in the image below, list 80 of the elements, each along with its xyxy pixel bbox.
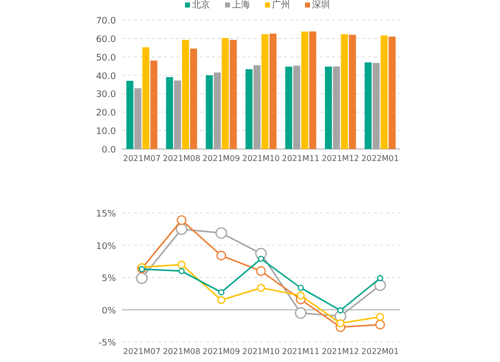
legend-label: 北京 — [192, 0, 210, 10]
bar — [222, 38, 229, 149]
x-tick-label: 2021M07 — [123, 347, 161, 356]
y-tick-label: 30.0 — [96, 90, 116, 100]
x-tick-label: 2021M10 — [242, 154, 280, 163]
bar — [332, 66, 340, 149]
x-tick-label: 2021M11 — [282, 347, 320, 356]
y-tick-label: 0% — [102, 306, 116, 316]
x-tick-label: 2021M11 — [282, 154, 320, 163]
point — [176, 215, 186, 225]
bar — [340, 34, 348, 149]
bar — [364, 62, 372, 149]
bar — [206, 75, 213, 149]
point — [375, 320, 386, 330]
y-tick-label: 10% — [96, 242, 116, 252]
y-tick-label: -5% — [98, 338, 116, 348]
bar — [230, 40, 237, 149]
point — [294, 307, 307, 319]
bar — [372, 62, 380, 149]
point — [377, 275, 384, 282]
y-tick-label: 70.0 — [96, 16, 116, 26]
point — [337, 307, 344, 314]
x-tick-label: 2022M01 — [361, 154, 399, 163]
bar — [309, 31, 316, 149]
point — [258, 256, 264, 262]
bar — [190, 48, 198, 149]
bar — [388, 36, 396, 149]
bar — [214, 72, 221, 149]
legend-label: 广州 — [272, 0, 290, 10]
bar — [270, 34, 276, 149]
x-tick-label: 2021M08 — [162, 154, 200, 163]
y-tick-label: 20.0 — [96, 108, 116, 119]
point — [298, 284, 304, 291]
point — [178, 260, 186, 269]
y-tick-label: 5% — [102, 274, 116, 284]
point — [374, 279, 386, 292]
bar — [262, 34, 268, 149]
point — [218, 289, 224, 296]
legend-label: 上海 — [232, 0, 250, 10]
x-tick-label: 2021M10 — [242, 347, 280, 356]
bar — [166, 77, 174, 149]
bar — [293, 66, 300, 149]
x-tick-label: 2021M12 — [322, 154, 360, 163]
point — [217, 296, 226, 304]
y-tick-label: 10.0 — [96, 127, 116, 138]
point — [376, 312, 384, 321]
bar — [285, 66, 292, 149]
x-tick-label: 2021M12 — [322, 347, 360, 356]
x-tick-label: 2022M01 — [361, 347, 399, 356]
bar — [182, 40, 190, 149]
point — [215, 227, 228, 239]
bar — [126, 80, 134, 149]
bar — [324, 66, 332, 149]
point — [176, 223, 188, 235]
x-tick-label: 2021M09 — [202, 154, 240, 163]
bar — [174, 80, 182, 149]
bar — [246, 69, 252, 149]
y-tick-label: 50.0 — [96, 53, 116, 64]
y-tick-label: 60.0 — [96, 34, 116, 45]
point — [257, 284, 265, 292]
bar — [254, 65, 260, 149]
x-tick-label: 2021M07 — [123, 154, 161, 163]
y-tick-label: 0.0 — [102, 146, 116, 156]
point — [336, 319, 344, 328]
legend-label: 深圳 — [312, 0, 330, 10]
bar — [150, 60, 158, 149]
point — [136, 272, 148, 284]
point — [256, 266, 266, 276]
y-tick-label: 15% — [96, 210, 116, 220]
bar — [134, 88, 142, 149]
bar — [142, 47, 150, 149]
bar — [301, 32, 308, 149]
point — [178, 268, 185, 274]
point — [216, 250, 226, 260]
x-tick-label: 2021M08 — [162, 347, 200, 356]
bar — [380, 35, 388, 149]
bar — [348, 34, 356, 149]
y-tick-label: 40.0 — [96, 72, 116, 82]
point — [296, 292, 305, 300]
x-tick-label: 2021M09 — [202, 347, 240, 356]
